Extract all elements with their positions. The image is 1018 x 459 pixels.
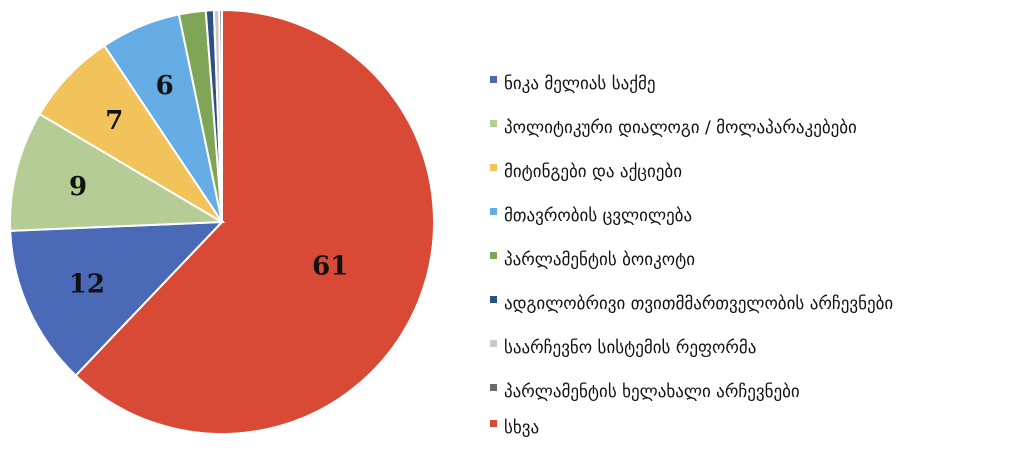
pie-slice-0 [9,220,225,377]
legend-item: სხვა [490,416,539,440]
pie-slice-1 [9,112,226,232]
legend-label: სხვა [504,418,540,438]
pie-slice-8 [74,8,435,435]
legend-swatch [490,163,497,171]
slice-value-label: 12 [69,269,105,299]
legend-swatch [490,339,497,347]
slice-value-label: 61 [312,251,348,281]
legend-swatch [490,207,497,215]
legend-item: საარჩევნო სისტემის რეფორმა [490,336,756,360]
legend-swatch [490,75,497,83]
legend-item: პარლამენტის ხელახალი არჩევნები [490,380,800,404]
legend-label: პოლიტიკური დიალოგი / მოლაპარაკებები [504,118,857,138]
pie-chart: 61 12 9 7 6 [9,8,435,435]
slice-value-label: 9 [69,172,87,202]
legend-item: პარლამენტის ბოიკოტი [490,248,695,272]
legend-item: მიტინგები და აქციები [490,160,682,184]
legend-item: მთავრობის ცვლილება [490,204,692,228]
legend-swatch [490,419,497,427]
pie-slice-7 [218,8,223,223]
legend-label: მთავრობის ცვლილება [504,206,693,226]
legend-label: საარჩევნო სისტემის რეფორმა [504,338,757,358]
legend-item: ნიკა მელიას საქმე [490,72,655,96]
legend-item: ადგილობრივი თვითმმართველობის არჩევნები [490,292,893,316]
legend-label: პარლამენტის ბოიკოტი [504,250,696,270]
legend-label: ნიკა მელიას საქმე [504,74,656,94]
legend-label: ადგილობრივი თვითმმართველობის არჩევნები [504,294,894,314]
legend-item: პოლიტიკური დიალოგი / მოლაპარაკებები [490,116,857,140]
legend-swatch [490,251,497,259]
legend-swatch [490,119,497,127]
slice-value-label: 7 [105,106,123,136]
legend-swatch [490,295,497,303]
legend-label: პარლამენტის ხელახალი არჩევნები [504,382,800,402]
slice-value-label: 6 [156,71,174,101]
legend-swatch [490,383,497,391]
legend-label: მიტინგები და აქციები [504,162,683,182]
